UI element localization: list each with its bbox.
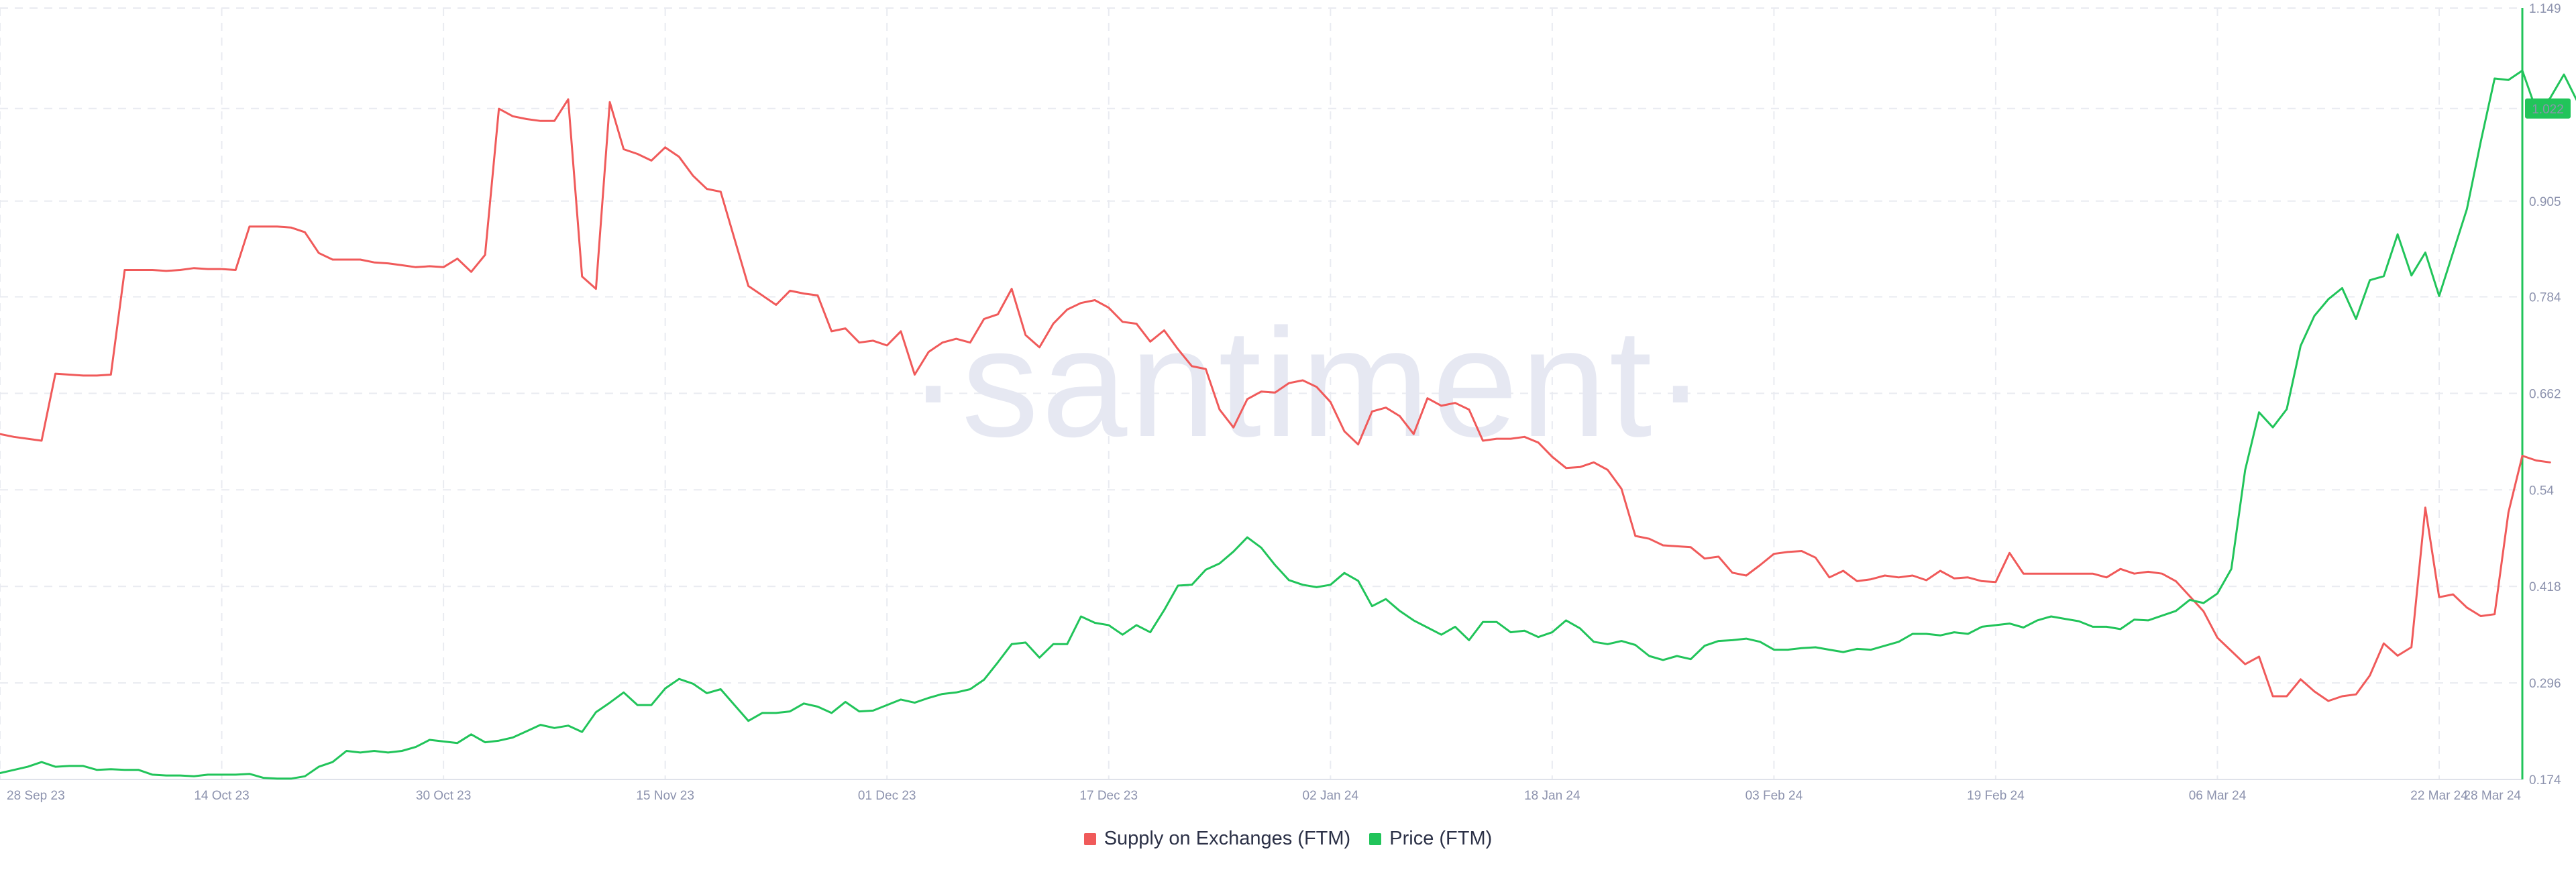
x-tick-label: 06 Mar 24: [2189, 789, 2247, 803]
price-badge-value: 1.022: [2532, 103, 2564, 117]
price-line: [0, 69, 2576, 780]
x-tick-label: 17 Dec 23: [1079, 789, 1138, 803]
y-tick-label: 0.296: [2529, 677, 2561, 691]
y-tick-label: 0.662: [2529, 387, 2561, 401]
x-tick-label: 02 Jan 24: [1303, 789, 1359, 803]
series-layer: [0, 69, 2576, 780]
x-tick-label: 15 Nov 23: [636, 789, 694, 803]
y-tick-label: 0.174: [2529, 773, 2561, 787]
legend-label-price: Price (FTM): [1389, 828, 1493, 849]
current-price-badge: 1.022: [2525, 98, 2571, 119]
chart-legend: Supply on Exchanges (FTM) Price (FTM): [0, 828, 2576, 851]
x-tick-label: 30 Oct 23: [416, 789, 471, 803]
x-tick-label: 19 Feb 24: [1967, 789, 2025, 803]
y-tick-label: 0.905: [2529, 195, 2561, 209]
x-tick-label: 03 Feb 24: [1746, 789, 1803, 803]
y-axis-ticks: 0.174 0.296 0.418 0.54 0.662 0.784 0.905 1.022 1…: [2529, 2, 2561, 787]
supply-line: [0, 98, 2551, 702]
legend-swatch-supply: [1083, 832, 1096, 845]
x-tick-label: 28 Mar 24: [2463, 789, 2521, 803]
x-axis-ticks: 28 Sep 23 14 Oct 23 30 Oct 23 15 Nov 23 01 D…: [7, 789, 2521, 803]
x-tick-label: 01 Dec 23: [858, 789, 916, 803]
y-tick-label: 0.418: [2529, 580, 2561, 594]
chart-axes: [0, 8, 2524, 780]
x-tick-label: 22 Mar 24: [2410, 789, 2468, 803]
y-tick-label: 1.149: [2529, 2, 2561, 16]
legend-item-supply[interactable]: Supply on Exchanges (FTM): [1083, 828, 1351, 850]
x-tick-label: 14 Oct 23: [194, 789, 249, 803]
price-badge-background: [2525, 98, 2571, 119]
x-tick-label: 28 Sep 23: [7, 789, 65, 803]
y-tick-label: 0.54: [2529, 484, 2554, 498]
y-tick-label: 0.784: [2529, 291, 2561, 305]
x-tick-label: 18 Jan 24: [1524, 789, 1580, 803]
legend-item-price[interactable]: Price (FTM): [1369, 828, 1492, 850]
chart-grid: [0, 7, 2522, 780]
legend-label-supply: Supply on Exchanges (FTM): [1104, 828, 1351, 849]
legend-swatch-price: [1369, 832, 1382, 845]
